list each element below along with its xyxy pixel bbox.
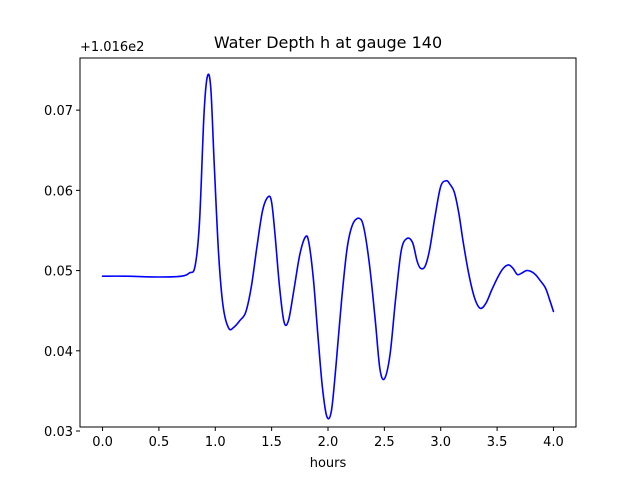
x-tick-label: 1.0 [205,435,226,450]
x-tick-label: 1.5 [261,435,282,450]
x-tick-label: 3.5 [487,435,508,450]
y-tick-label: 0.04 [44,345,73,360]
plot-area [79,57,577,428]
x-tick-label: 4.0 [543,435,564,450]
series-line-0 [101,73,555,420]
y-axis-offset-label: +1.016e2 [80,40,144,55]
x-tick-label: 3.0 [430,435,451,450]
x-tick-label: 0.5 [149,435,170,450]
x-axis: 0.0 0.5 1.0 1.5 2.0 2.5 3.0 3.5 4.0 [92,427,564,450]
y-axis: 0.03 0.04 0.05 0.06 0.07 [44,104,80,440]
series-layer [101,73,555,420]
chart-title: Water Depth h at gauge 140 [214,33,442,52]
x-tick-label: 0.0 [92,435,113,450]
x-axis-label: hours [310,456,347,471]
y-tick-label: 0.07 [44,104,73,119]
x-tick-label: 2.0 [318,435,339,450]
y-tick-label: 0.06 [44,184,73,199]
y-tick-label: 0.05 [44,265,73,280]
y-tick-label: 0.03 [44,425,73,440]
x-tick-label: 2.5 [374,435,395,450]
plot-background [80,58,576,427]
